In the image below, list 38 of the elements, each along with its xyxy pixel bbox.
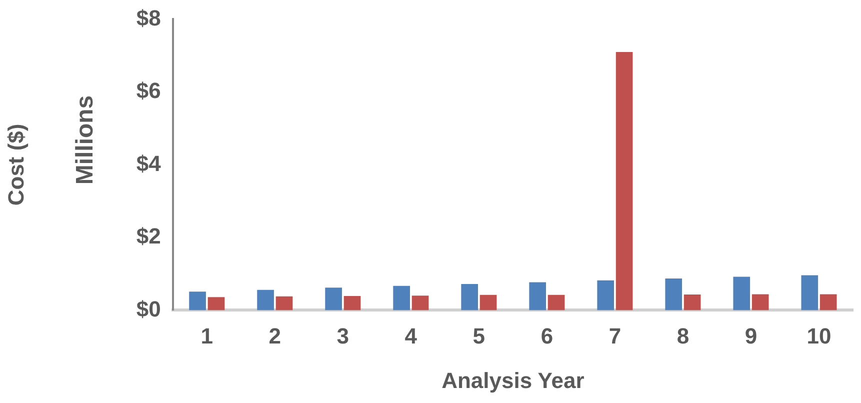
x-tick-label: 3 <box>336 323 350 348</box>
bar <box>616 52 633 310</box>
x-tick-label: 2 <box>268 323 282 348</box>
x-tick-label: 4 <box>404 323 418 348</box>
x-axis-title: Analysis Year <box>442 368 585 393</box>
bar <box>801 275 818 310</box>
y-tick-label: $0 <box>136 296 161 322</box>
y-axis-title: Cost ($) <box>3 124 28 206</box>
bar <box>276 296 293 310</box>
bar <box>665 278 682 310</box>
bar <box>461 284 478 310</box>
x-tick-label: 10 <box>806 323 832 348</box>
bar <box>597 280 614 310</box>
bar <box>752 294 769 310</box>
y-tick-label: $2 <box>136 224 161 249</box>
bar <box>548 294 565 310</box>
x-tick-label: 5 <box>472 323 486 348</box>
bar <box>529 282 546 310</box>
bar <box>393 286 410 310</box>
bar <box>820 294 837 310</box>
bar <box>412 296 429 310</box>
y-tick-label: $6 <box>136 78 161 104</box>
bar <box>189 292 206 310</box>
bar <box>480 294 497 310</box>
x-tick-label: 6 <box>540 323 554 348</box>
x-tick-label: 9 <box>744 323 758 348</box>
bar <box>208 297 225 310</box>
bar <box>325 288 342 310</box>
y-tick-label: $4 <box>136 150 162 176</box>
text: Millions <box>72 95 100 185</box>
bar <box>344 296 361 310</box>
bar <box>257 290 274 310</box>
x-tick-label: 8 <box>676 323 690 348</box>
bar <box>684 294 701 310</box>
y-tick-label: $8 <box>136 5 161 30</box>
bar <box>733 276 750 310</box>
x-tick-label: 1 <box>200 323 213 348</box>
x-tick-label: 7 <box>608 323 622 348</box>
